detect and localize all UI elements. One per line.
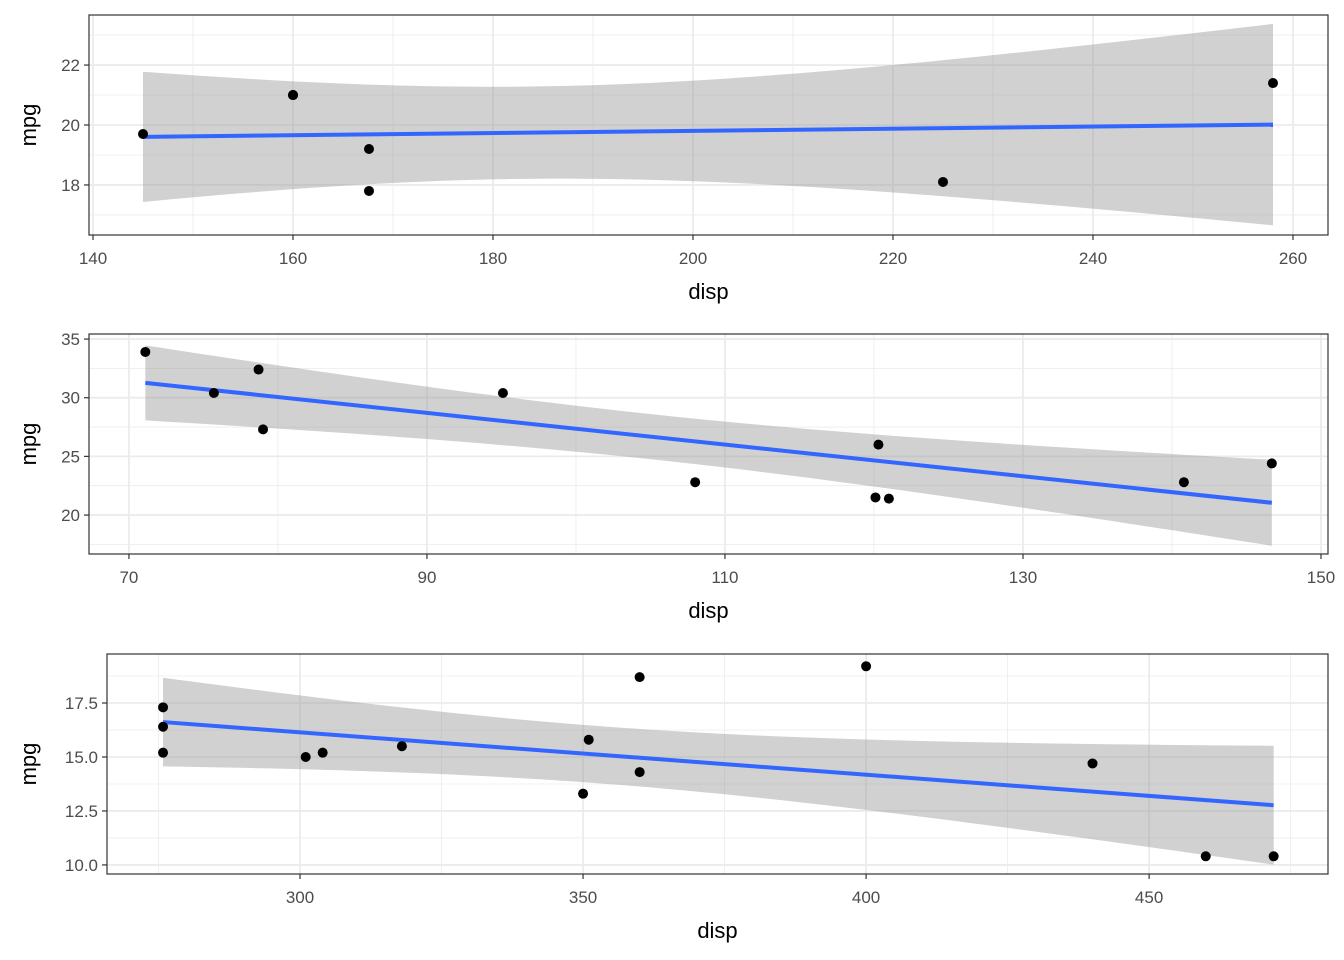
y-tick-label: 20: [61, 506, 80, 525]
x-axis-title: disp: [697, 918, 737, 943]
data-point: [1268, 78, 1278, 89]
data-point: [1266, 458, 1277, 469]
data-point: [938, 176, 948, 187]
x-tick-label: 400: [852, 888, 880, 907]
data-point: [870, 492, 881, 503]
x-tick-label: 220: [879, 249, 907, 268]
data-point: [364, 143, 374, 154]
data-point: [158, 702, 169, 713]
data-point: [158, 747, 169, 758]
data-point: [288, 90, 298, 101]
data-point: [634, 767, 645, 778]
data-point: [138, 128, 148, 139]
data-point: [1087, 758, 1098, 769]
data-point: [583, 734, 594, 745]
y-axis-title: mpg: [16, 423, 41, 466]
x-tick-label: 180: [479, 249, 507, 268]
x-tick-label: 130: [1009, 568, 1037, 587]
data-point: [258, 424, 269, 435]
data-point: [253, 364, 264, 375]
y-tick-label: 18: [61, 176, 80, 195]
x-tick-label: 90: [417, 568, 436, 587]
x-tick-label: 450: [1135, 888, 1163, 907]
data-point: [634, 672, 645, 683]
data-point: [690, 477, 701, 488]
x-axis-title: disp: [688, 279, 728, 304]
data-point: [861, 661, 872, 672]
regression-line: [162, 720, 1274, 808]
y-tick-label: 22: [61, 56, 80, 75]
data-point: [317, 747, 328, 758]
y-axis-title: mpg: [16, 743, 41, 786]
confidence-band: [145, 345, 1272, 546]
confidence-band: [163, 677, 1274, 865]
y-axis-title: mpg: [16, 104, 41, 147]
y-tick-label: 10.0: [65, 856, 98, 875]
regression-line: [145, 380, 1273, 505]
x-tick-label: 70: [119, 568, 138, 587]
x-tick-label: 200: [679, 249, 707, 268]
x-tick-label: 240: [1079, 249, 1107, 268]
data-point: [140, 346, 151, 357]
x-tick-label: 350: [569, 888, 597, 907]
data-point: [1268, 851, 1279, 862]
data-point: [578, 788, 589, 799]
regression-line: [142, 122, 1274, 139]
data-point: [1200, 851, 1211, 862]
data-point: [158, 721, 169, 732]
data-point: [396, 741, 407, 752]
y-tick-label: 17.5: [65, 694, 98, 713]
y-tick-label: 12.5: [65, 802, 98, 821]
x-tick-label: 110: [711, 568, 738, 587]
x-tick-label: 140: [79, 249, 107, 268]
data-point: [873, 439, 884, 450]
confidence-band: [143, 23, 1273, 226]
x-tick-label: 150: [1307, 568, 1335, 587]
x-tick-label: 260: [1279, 249, 1307, 268]
panel-2: 70 90 110 130 150 20 25 30 35 disp mpg: [16, 330, 1335, 623]
x-tick-label: 160: [279, 249, 307, 268]
y-tick-label: 30: [61, 389, 80, 408]
data-point: [1178, 477, 1189, 488]
data-point: [883, 493, 894, 504]
x-tick-label: 300: [286, 888, 314, 907]
y-tick-label: 35: [61, 330, 80, 349]
panel-3: 300 350 400 450 10.0 12.5 15.0 17.5 disp mpg: [16, 653, 1329, 943]
y-tick-label: 25: [61, 447, 80, 466]
y-tick-label: 15.0: [65, 748, 98, 767]
data-point: [300, 751, 311, 762]
data-point: [208, 388, 219, 399]
x-axis-title: disp: [688, 598, 728, 623]
y-tick-label: 20: [61, 116, 80, 135]
panel-border: [106, 653, 1329, 875]
data-point: [497, 388, 508, 399]
panel-1: 140 160 180 200 220 240 260 18 20 22 disp mpg: [16, 14, 1329, 304]
data-point: [364, 185, 374, 196]
panel-border: [88, 333, 1329, 555]
